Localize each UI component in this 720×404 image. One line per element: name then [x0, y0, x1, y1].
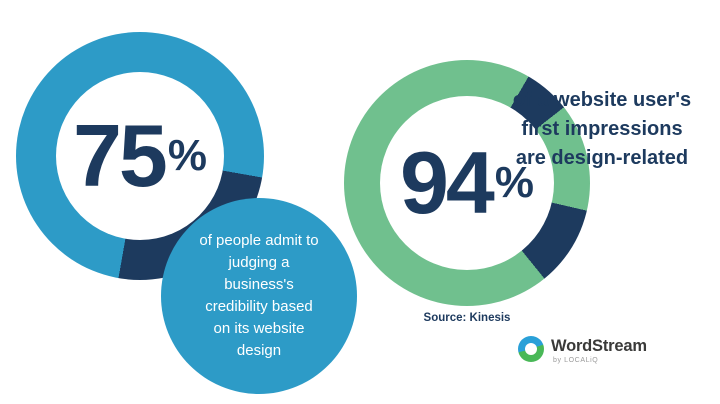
source-text: Source: Kinesis: [423, 312, 511, 324]
donut-hole: [380, 96, 554, 270]
percent-value: 94: [399, 133, 495, 232]
caption-text-94: of a website user's first impressions ar…: [512, 89, 692, 169]
wordstream-logo-text: WordStream by LOCALiQ: [551, 336, 647, 364]
percent-value: 75: [72, 106, 168, 205]
caption-bubble-75: of people admit to judging a business's …: [161, 198, 357, 394]
wordstream-logo-icon: [518, 336, 544, 362]
caption-text-75: of people admit to judging a business's …: [199, 232, 319, 359]
donut-hole: [56, 72, 224, 240]
donut-label-75: 75 %: [16, 32, 264, 280]
wordstream-logo: WordStream by LOCALiQ: [518, 336, 647, 364]
percent-sign: %: [494, 158, 534, 207]
donut-label-94: 94 %: [344, 60, 590, 306]
percent-sign: %: [167, 131, 207, 180]
wordstream-brand-text: WordStream: [551, 337, 647, 355]
wordstream-byline: by LOCALiQ: [553, 357, 599, 364]
donut-chart-94: 94 %: [344, 60, 590, 306]
donut-chart-75: 75 %: [16, 32, 264, 280]
